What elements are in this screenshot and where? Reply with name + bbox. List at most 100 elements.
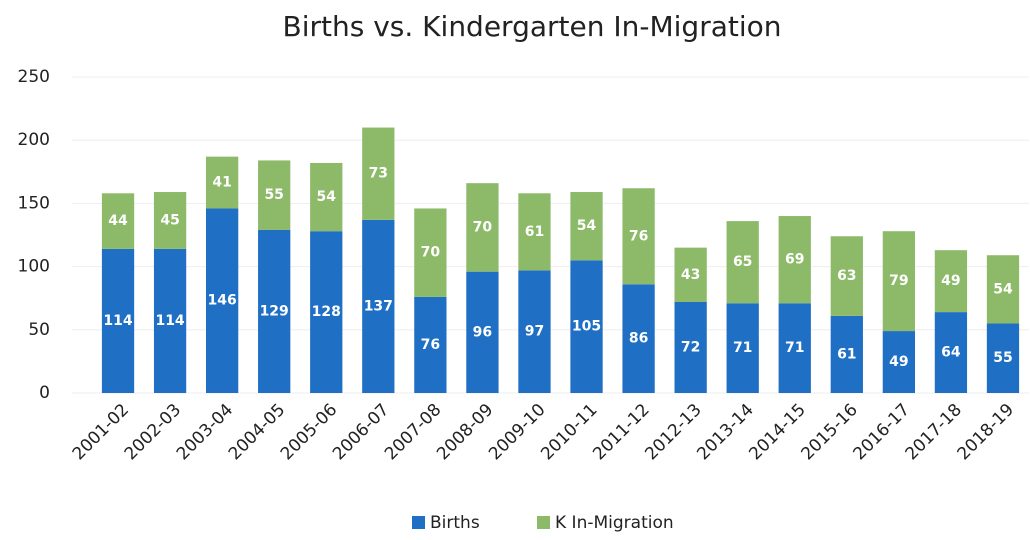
value-label: 128 xyxy=(312,304,341,320)
bar-segment xyxy=(518,270,551,393)
value-label: 72 xyxy=(681,339,700,355)
x-tick-label: 2015-16 xyxy=(798,400,862,464)
bar-segment xyxy=(726,221,759,304)
value-label: 61 xyxy=(525,224,544,240)
value-label: 64 xyxy=(941,345,961,361)
y-tick-label: 50 xyxy=(28,320,50,340)
legend-swatch xyxy=(537,516,550,529)
bar-segment xyxy=(674,247,707,302)
bar-segment xyxy=(986,255,1020,324)
value-label: 49 xyxy=(941,273,960,289)
value-label: 55 xyxy=(264,187,283,203)
value-label: 73 xyxy=(369,166,388,182)
bar-segment xyxy=(153,248,187,393)
x-tick-label: 2016-17 xyxy=(850,400,914,464)
bar-segment xyxy=(362,219,395,393)
value-label: 71 xyxy=(785,340,804,356)
value-label: 65 xyxy=(733,254,752,270)
value-label: 114 xyxy=(155,313,184,329)
value-label: 54 xyxy=(317,189,337,205)
bar-segment xyxy=(674,301,707,393)
value-label: 70 xyxy=(473,219,493,235)
x-tick-label: 2006-07 xyxy=(329,400,393,464)
x-tick-label: 2005-06 xyxy=(277,400,341,464)
bar-segment xyxy=(310,162,343,232)
bar-segment xyxy=(622,188,655,285)
value-label: 114 xyxy=(103,313,132,329)
bar-segment xyxy=(830,315,863,393)
x-tick-label: 2008-09 xyxy=(433,400,497,464)
bar-segment xyxy=(934,250,968,313)
value-label: 45 xyxy=(160,212,179,228)
x-tick-label: 2004-05 xyxy=(225,400,289,464)
bar-segment xyxy=(101,248,135,393)
value-label: 71 xyxy=(733,340,752,356)
x-tick-label: 2014-15 xyxy=(745,400,809,464)
bar-segment xyxy=(570,192,603,261)
value-label: 54 xyxy=(993,281,1013,297)
bar-segment xyxy=(934,312,968,393)
bar-segment xyxy=(882,331,915,393)
bar-segment xyxy=(778,303,811,393)
x-tick-label: 2007-08 xyxy=(381,400,445,464)
legend-label: Births xyxy=(430,513,480,533)
y-tick-label: 200 xyxy=(18,130,50,150)
bar-segment xyxy=(622,284,655,393)
bar-segment xyxy=(206,208,239,393)
bar-segment xyxy=(778,216,811,304)
value-label: 76 xyxy=(421,337,440,353)
bar-segment xyxy=(101,193,135,249)
bar-segment xyxy=(570,260,603,393)
bar-segment xyxy=(986,323,1020,393)
value-label: 105 xyxy=(572,319,601,335)
value-label: 41 xyxy=(212,175,231,191)
x-tick-label: 2018-19 xyxy=(954,400,1018,464)
x-tick-label: 2009-10 xyxy=(485,400,549,464)
legend-swatch xyxy=(412,516,425,529)
value-label: 44 xyxy=(108,213,128,229)
x-tick-label: 2003-04 xyxy=(173,400,237,464)
value-label: 61 xyxy=(837,346,856,362)
value-label: 43 xyxy=(681,267,700,283)
x-tick-label: 2002-03 xyxy=(121,400,185,464)
bar-segment xyxy=(414,208,447,297)
value-label: 86 xyxy=(629,331,648,347)
value-label: 79 xyxy=(889,273,908,289)
y-tick-label: 100 xyxy=(18,257,50,277)
bar-segment xyxy=(153,192,187,249)
bar-segment xyxy=(466,271,499,393)
value-label: 55 xyxy=(993,350,1012,366)
x-tick-label: 2010-11 xyxy=(537,400,601,464)
value-label: 76 xyxy=(629,228,648,244)
chart-title: Births vs. Kindergarten In-Migration xyxy=(283,10,782,43)
y-tick-label: 150 xyxy=(18,193,50,213)
bar-segment xyxy=(362,127,395,220)
bar-segment xyxy=(830,236,863,316)
x-tick-label: 2001-02 xyxy=(69,400,133,464)
value-label: 70 xyxy=(421,245,441,261)
y-tick-label: 0 xyxy=(39,383,50,403)
value-label: 97 xyxy=(525,324,544,340)
value-label: 69 xyxy=(785,252,804,268)
y-tick-label: 250 xyxy=(18,67,50,87)
value-label: 137 xyxy=(364,298,393,314)
value-label: 146 xyxy=(208,293,237,309)
value-label: 54 xyxy=(577,218,597,234)
value-label: 49 xyxy=(889,354,908,370)
bar-segment xyxy=(206,156,239,209)
bar-segment xyxy=(466,183,499,272)
bar-segment xyxy=(882,231,915,332)
bar-segment xyxy=(414,296,447,393)
bar-segment xyxy=(258,160,291,230)
x-tick-label: 2017-18 xyxy=(902,400,966,464)
bar-segment xyxy=(258,229,291,393)
legend-label: K In-Migration xyxy=(555,513,674,533)
x-tick-label: 2013-14 xyxy=(693,400,757,464)
x-tick-label: 2012-13 xyxy=(641,400,705,464)
value-label: 96 xyxy=(473,324,492,340)
bar-segment xyxy=(518,193,551,271)
bar-segment xyxy=(310,231,343,393)
bar-segment xyxy=(726,303,759,393)
x-tick-label: 2011-12 xyxy=(589,400,653,464)
